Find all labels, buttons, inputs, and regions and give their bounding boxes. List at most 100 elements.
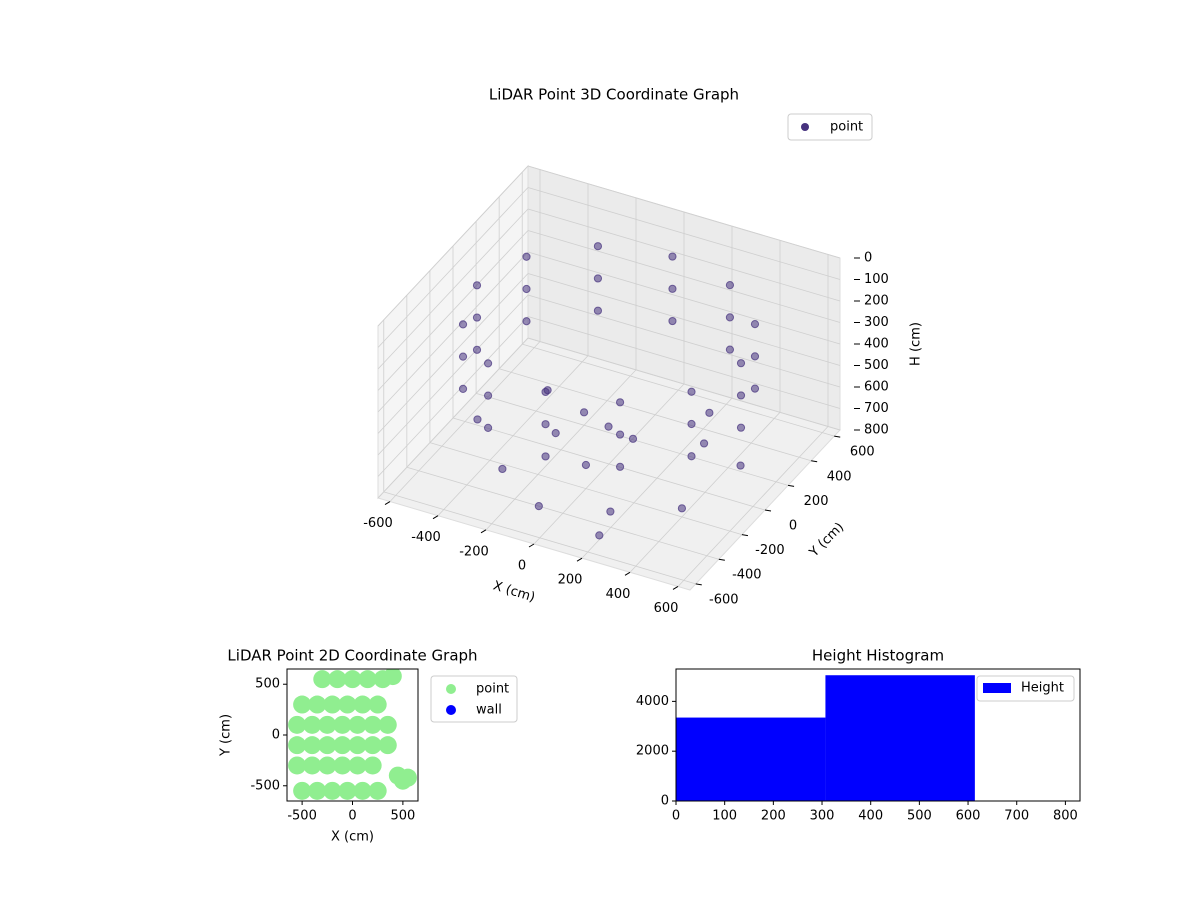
x-tick-label: 0 [348, 809, 356, 824]
y-tick-label: -500 [250, 778, 280, 793]
point [353, 695, 372, 714]
grid-line [522, 343, 835, 437]
point [293, 781, 312, 800]
point [750, 319, 760, 329]
point [303, 715, 322, 734]
point [323, 695, 342, 714]
x-tick-label: 400 [606, 587, 631, 602]
point [458, 320, 468, 329]
point [363, 715, 382, 734]
x-axis-label: X (cm) [331, 830, 374, 845]
grid-line [527, 337, 841, 431]
point [472, 345, 482, 354]
point [543, 386, 552, 395]
point [750, 352, 760, 361]
x-tick-label: 500 [907, 809, 932, 824]
grid-line [377, 165, 529, 327]
point [303, 736, 322, 755]
point [579, 408, 589, 417]
point [458, 352, 468, 361]
point [498, 464, 507, 474]
legend-label: point [476, 682, 509, 697]
grid-line [527, 165, 841, 259]
x-tick-label: 400 [858, 809, 883, 824]
point [303, 756, 322, 775]
y-axis-label: Y (cm) [219, 714, 234, 757]
z-tick-label: 100 [864, 272, 889, 287]
z-tick-label: 700 [864, 401, 889, 416]
legend-label: point [830, 120, 863, 135]
x-tick-label: 0 [672, 809, 680, 824]
grid-line [383, 491, 696, 585]
x-tick-label: -500 [287, 809, 317, 824]
x-tick-label: 600 [654, 601, 679, 616]
point [541, 420, 550, 429]
point [593, 274, 603, 283]
plot-hist: 0 100 200 300 400 500 600 700 800 0 2000 4000 Height… [636, 647, 1081, 824]
point [483, 391, 493, 400]
point [687, 387, 696, 396]
point [472, 313, 482, 322]
point [736, 359, 746, 368]
grid-line [377, 294, 529, 456]
x-tick-label: -200 [459, 544, 489, 559]
legend-marker [446, 705, 456, 715]
y-tick [811, 460, 818, 463]
y-tick-label: 2000 [636, 744, 669, 759]
point [522, 284, 531, 294]
y-tick-label: 500 [255, 677, 280, 692]
point [668, 284, 677, 293]
z-tick-label: 400 [864, 337, 889, 352]
point [368, 695, 387, 714]
x-tick [672, 586, 679, 590]
point [668, 252, 677, 261]
grid-line [377, 337, 529, 499]
y-tick-label: 0 [789, 519, 797, 534]
x-tick [576, 557, 583, 562]
point [606, 507, 615, 516]
y-tick-label: -200 [755, 543, 785, 558]
legend-label: wall [476, 703, 502, 718]
legend-marker [446, 684, 456, 694]
x-tick-label: 600 [956, 809, 981, 824]
point [473, 415, 482, 424]
legend: point [787, 113, 873, 141]
point [338, 781, 357, 800]
x-tick [432, 515, 439, 520]
point [333, 715, 352, 734]
point [705, 408, 714, 417]
point [593, 306, 603, 315]
x-tick-label: 200 [761, 809, 786, 824]
x-tick [480, 529, 487, 534]
point [313, 670, 332, 689]
z-tick-label: 800 [864, 423, 889, 438]
bar [825, 675, 975, 801]
x-tick-label: -400 [411, 530, 441, 545]
point [318, 736, 337, 755]
point [725, 345, 735, 354]
y-tick [741, 534, 749, 537]
grid-line [377, 187, 529, 348]
grid-line [452, 417, 766, 511]
z-axis-label: H (cm) [909, 322, 924, 366]
point [308, 781, 327, 800]
x-tick-label: 800 [1053, 809, 1078, 824]
point [736, 423, 746, 432]
z-tick-label: 600 [864, 380, 889, 395]
point [581, 460, 591, 470]
z-tick-label: 200 [864, 294, 889, 309]
z-tick-label: 0 [864, 251, 872, 266]
point [398, 768, 417, 787]
x-tick-label: 200 [558, 573, 583, 588]
y-tick-label: -600 [709, 592, 739, 607]
x-tick [528, 543, 535, 548]
grid-line [377, 230, 529, 391]
grid-line [527, 208, 841, 302]
point [318, 715, 337, 734]
legend-box [976, 675, 1075, 702]
grid-line [527, 273, 841, 366]
point [363, 736, 382, 755]
point [293, 695, 312, 714]
grid-line [377, 316, 529, 477]
chart-title: LiDAR Point 2D Coordinate Graph [227, 647, 477, 665]
